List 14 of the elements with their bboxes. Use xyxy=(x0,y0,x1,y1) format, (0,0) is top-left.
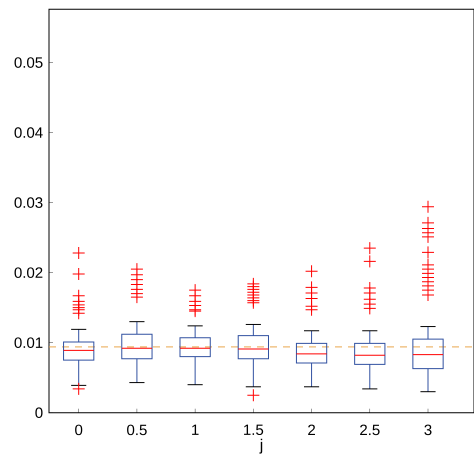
y-tick-label: 0 xyxy=(35,407,43,418)
x-tick-label: 0 xyxy=(75,424,82,436)
y-tick-label: 0.03 xyxy=(14,197,42,208)
x-tick-label: 3 xyxy=(424,424,432,436)
y-tick-label: 0.02 xyxy=(14,267,42,278)
x-axis-title: j xyxy=(259,438,262,454)
x-tick-label: 1 xyxy=(192,424,199,435)
y-tick-label: 0.05 xyxy=(14,57,43,68)
x-tick-label: 0.5 xyxy=(127,424,147,436)
x-tick-label: 1.5 xyxy=(244,424,264,436)
x-tick-label: 2 xyxy=(308,424,315,436)
y-tick-label: 0.01 xyxy=(14,337,42,348)
y-tick-label: 0.04 xyxy=(14,127,43,138)
x-tick-label: 2.5 xyxy=(360,424,380,436)
